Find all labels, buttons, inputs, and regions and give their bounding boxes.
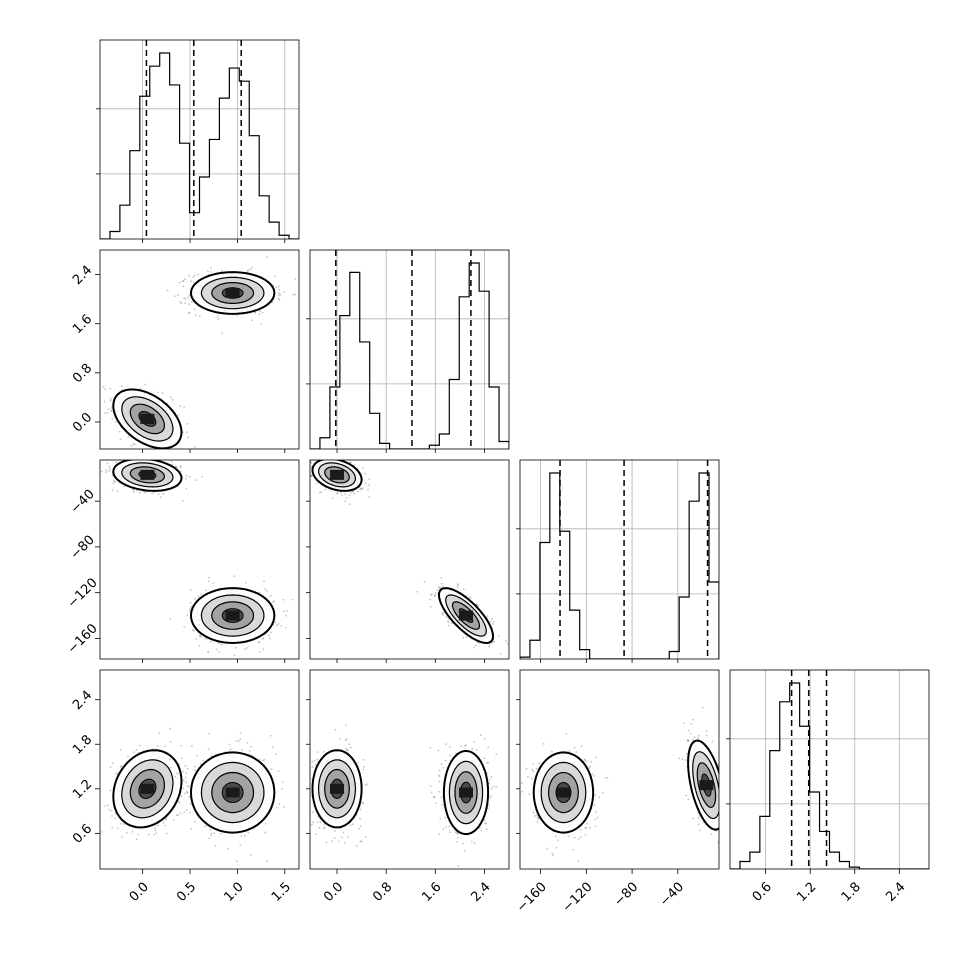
panel-frame (519, 669, 720, 870)
y-tick-label: 0.0 (70, 410, 95, 435)
density-peak (140, 783, 155, 794)
x-tick-label: 0.5 (174, 880, 199, 905)
x-tick-label: 2.4 (883, 880, 908, 905)
histogram-step (100, 52, 299, 239)
density-peak (556, 787, 571, 798)
density-peak (330, 783, 345, 794)
histogram-panel-3 (726, 669, 930, 870)
histogram-panel-2 (516, 459, 720, 660)
scatter-panel-2-3 (519, 669, 720, 870)
x-tick-label: −120 (560, 880, 596, 916)
x-tick-label: −160 (514, 880, 550, 916)
density-peak (225, 287, 240, 298)
panel-frame (309, 459, 510, 660)
panel-frame (309, 249, 510, 450)
y-tick-label: 2.4 (70, 688, 95, 713)
panel-frame (99, 249, 300, 450)
y-tick-label: −120 (65, 575, 101, 611)
histogram-step (310, 262, 509, 449)
x-tick-label: −40 (657, 880, 687, 910)
panel-frame (99, 459, 300, 660)
scatter-panel-1-2 (309, 459, 510, 660)
scatter-panel-0-1 (99, 249, 300, 450)
y-tick-label: −80 (68, 533, 98, 563)
panel-frame (99, 39, 300, 240)
density-peak (140, 413, 155, 424)
density-peak (459, 610, 474, 621)
y-tick-label: 0.6 (70, 821, 95, 846)
x-tick-label: 0.0 (127, 880, 152, 905)
y-tick-label: −40 (68, 487, 98, 517)
histogram-panel-0 (96, 39, 300, 240)
density-peak (140, 469, 155, 480)
x-tick-label: 1.6 (419, 880, 444, 905)
y-tick-label: −160 (65, 621, 101, 657)
scatter-panel-0-2 (99, 459, 300, 660)
scatter-panel-1-3 (309, 669, 510, 870)
x-tick-label: −80 (611, 880, 641, 910)
x-tick-label: 0.6 (750, 880, 775, 905)
scatter-panel-0-3 (99, 669, 300, 870)
density-peak (330, 469, 345, 480)
x-tick-label: 2.4 (468, 880, 493, 905)
density-peak (225, 787, 240, 798)
y-tick-label: 1.2 (70, 777, 95, 802)
histogram-step (520, 472, 719, 659)
y-tick-label: 2.4 (70, 263, 95, 288)
panel-frame (309, 669, 510, 870)
y-tick-label: 0.8 (70, 361, 95, 386)
y-tick-label: 1.6 (70, 312, 95, 337)
density-peak (459, 787, 474, 798)
panel-frame (99, 669, 300, 870)
x-tick-label: 0.0 (321, 880, 346, 905)
panel-frame (519, 459, 720, 660)
histogram-step (730, 682, 929, 869)
density-peak (699, 780, 714, 791)
histogram-panel-1 (306, 249, 510, 450)
x-tick-label: 1.2 (794, 880, 819, 905)
x-tick-label: 1.8 (839, 880, 864, 905)
x-tick-label: 0.8 (370, 880, 395, 905)
density-peak (225, 610, 240, 621)
x-tick-label: 1.5 (269, 880, 294, 905)
panel-frame (729, 669, 930, 870)
y-tick-label: 1.8 (70, 732, 95, 757)
x-tick-label: 1.0 (221, 880, 246, 905)
